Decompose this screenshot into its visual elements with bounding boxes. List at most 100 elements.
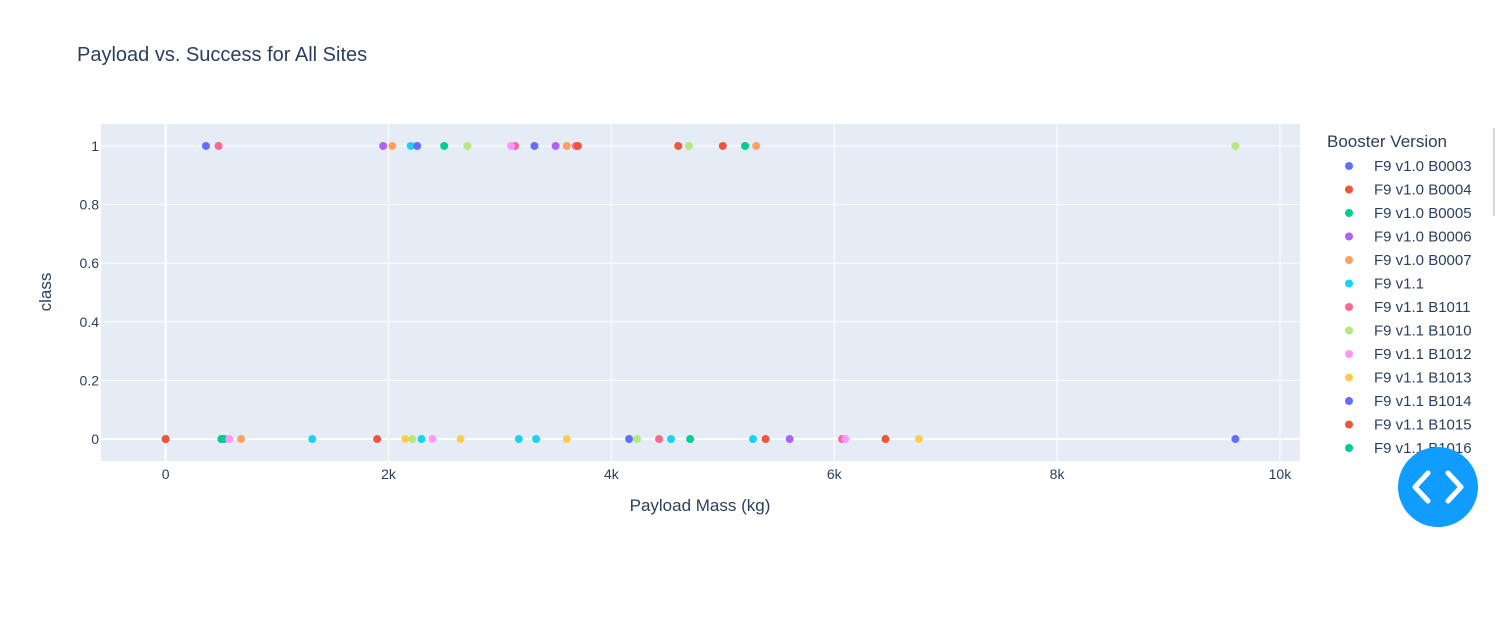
data-point[interactable] (217, 435, 226, 444)
y-tick-label: 0.4 (80, 314, 100, 330)
legend-marker (1345, 350, 1353, 358)
legend-marker (1345, 420, 1353, 429)
x-tick-label: 8k (1050, 466, 1066, 482)
legend-scrollbar[interactable] (1493, 128, 1495, 216)
legend-marker (1345, 279, 1353, 288)
data-point[interactable] (507, 141, 516, 150)
data-point[interactable] (666, 435, 675, 444)
data-point[interactable] (408, 435, 417, 444)
data-point[interactable] (379, 141, 388, 150)
data-point[interactable] (308, 435, 317, 444)
y-axis-title: class (36, 273, 55, 312)
data-point[interactable] (748, 435, 757, 444)
data-point[interactable] (881, 435, 890, 444)
data-point[interactable] (406, 141, 415, 150)
data-point[interactable] (573, 141, 582, 150)
legend-item[interactable]: F9 v1.1 (1345, 276, 1424, 293)
legend-marker (1345, 185, 1353, 194)
data-point[interactable] (201, 141, 210, 150)
legend-label: F9 v1.1 B1012 (1374, 346, 1472, 363)
legend-marker (1345, 162, 1353, 170)
data-point[interactable] (551, 141, 560, 150)
legend-label: F9 v1.1 (1374, 276, 1424, 293)
data-point[interactable] (841, 435, 850, 444)
data-point[interactable] (388, 141, 397, 150)
code-brackets-icon (1412, 470, 1464, 504)
legend-item[interactable]: F9 v1.0 B0004 (1345, 182, 1472, 199)
legend[interactable]: Booster Version F9 v1.0 B0003 F9 v1.0 B00… (1327, 132, 1472, 457)
data-point[interactable] (1231, 435, 1240, 444)
x-tick-label: 4k (604, 466, 620, 482)
data-point[interactable] (752, 141, 761, 150)
legend-marker (1345, 373, 1353, 382)
legend-marker (1345, 209, 1353, 217)
legend-label: F9 v1.0 B0004 (1374, 182, 1472, 199)
legend-item[interactable]: F9 v1.0 B0006 (1345, 229, 1472, 246)
legend-item[interactable]: F9 v1.1 B1015 (1345, 417, 1472, 434)
x-tick-label: 6k (827, 466, 843, 482)
legend-title: Booster Version (1327, 132, 1447, 151)
data-point[interactable] (684, 141, 693, 150)
legend-item[interactable]: F9 v1.1 B1010 (1345, 323, 1472, 340)
plot-area (101, 124, 1300, 461)
legend-marker (1345, 256, 1353, 264)
legend-item[interactable]: F9 v1.1 B1014 (1345, 393, 1472, 410)
x-tick-label: 0 (162, 466, 170, 482)
data-point[interactable] (225, 435, 234, 444)
legend-marker (1345, 303, 1353, 311)
x-axis-title: Payload Mass (kg) (630, 496, 771, 515)
data-point[interactable] (915, 435, 924, 444)
y-tick-label: 0 (91, 431, 99, 447)
data-point[interactable] (625, 435, 634, 444)
data-point[interactable] (718, 141, 727, 150)
data-point[interactable] (655, 435, 664, 444)
data-point[interactable] (741, 141, 750, 150)
data-point[interactable] (237, 435, 246, 444)
data-point[interactable] (373, 435, 382, 444)
data-point[interactable] (417, 435, 426, 444)
legend-item[interactable]: F9 v1.0 B0007 (1345, 252, 1472, 269)
data-points[interactable] (161, 141, 1240, 444)
legend-marker (1345, 444, 1353, 452)
data-point[interactable] (413, 141, 422, 150)
data-point[interactable] (214, 141, 223, 150)
y-tick-label: 0.2 (80, 372, 100, 388)
data-point[interactable] (428, 435, 437, 444)
legend-item[interactable]: F9 v1.1 B1013 (1345, 370, 1472, 387)
legend-item[interactable]: F9 v1.0 B0003 (1345, 158, 1472, 175)
legend-label: F9 v1.1 B1011 (1374, 299, 1470, 316)
data-point[interactable] (632, 435, 641, 444)
legend-item[interactable]: F9 v1.1 B1012 (1345, 346, 1472, 363)
legend-label: F9 v1.1 B1014 (1374, 393, 1472, 410)
data-point[interactable] (532, 435, 541, 444)
y-tick-label: 0.6 (80, 255, 100, 271)
y-tick-label: 1 (91, 138, 99, 154)
data-point[interactable] (761, 435, 770, 444)
legend-label: F9 v1.0 B0003 (1374, 158, 1472, 175)
data-point[interactable] (514, 435, 523, 444)
data-point[interactable] (562, 141, 571, 150)
data-point[interactable] (463, 141, 472, 150)
data-point[interactable] (401, 435, 410, 444)
grid (101, 124, 1300, 461)
data-point[interactable] (161, 435, 170, 444)
data-point[interactable] (456, 435, 465, 444)
legend-label: F9 v1.1 B1010 (1374, 323, 1472, 340)
legend-label: F9 v1.0 B0007 (1374, 252, 1472, 269)
data-point[interactable] (785, 435, 794, 444)
legend-label: F9 v1.1 B1013 (1374, 370, 1472, 387)
data-point[interactable] (562, 435, 571, 444)
legend-marker (1345, 232, 1353, 241)
code-toggle-button[interactable] (1398, 447, 1478, 527)
legend-item[interactable]: F9 v1.1 B1011 (1345, 299, 1470, 316)
data-point[interactable] (686, 435, 695, 444)
data-point[interactable] (440, 141, 449, 150)
data-point[interactable] (674, 141, 683, 150)
data-point[interactable] (1231, 141, 1240, 150)
data-point[interactable] (530, 141, 539, 150)
legend-item[interactable]: F9 v1.0 B0005 (1345, 205, 1472, 222)
legend-marker (1345, 326, 1353, 335)
legend-label: F9 v1.1 B1015 (1374, 417, 1472, 434)
x-tick-label: 10k (1269, 466, 1293, 482)
